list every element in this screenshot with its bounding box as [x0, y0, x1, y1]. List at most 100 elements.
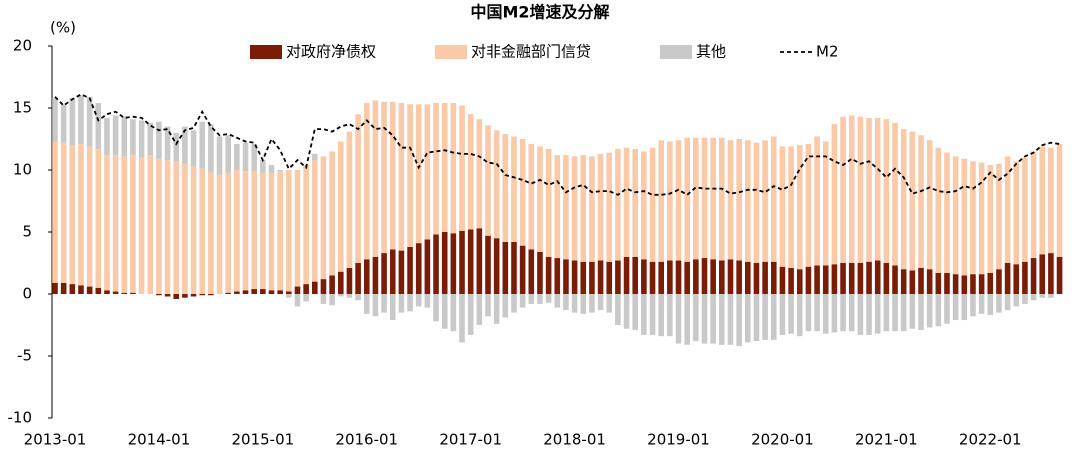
bar	[978, 274, 985, 294]
bar	[268, 172, 275, 291]
bar	[900, 294, 907, 332]
bar	[242, 142, 249, 172]
bar	[286, 170, 292, 292]
bar	[502, 294, 509, 318]
bar	[337, 141, 344, 272]
bar	[511, 136, 517, 242]
bar	[121, 292, 128, 294]
bar	[978, 294, 985, 314]
bar	[78, 95, 84, 144]
bar	[459, 230, 465, 294]
bar	[918, 267, 924, 294]
bar	[424, 104, 431, 240]
bar	[164, 294, 171, 297]
bar	[69, 145, 76, 285]
bar	[848, 263, 855, 294]
bar	[424, 294, 431, 308]
bar	[892, 122, 898, 266]
bar	[52, 282, 58, 294]
bar	[528, 249, 535, 294]
bar	[641, 294, 647, 335]
bar	[216, 136, 223, 175]
bar	[277, 171, 283, 291]
x-tick-label: 2022-01	[959, 431, 1022, 449]
bar	[805, 294, 812, 332]
bar	[242, 290, 249, 294]
bar	[805, 266, 812, 294]
bar	[658, 140, 664, 262]
bar	[1004, 156, 1011, 263]
bar	[736, 139, 742, 261]
legend-swatch	[250, 45, 282, 59]
x-tick-label: 2013-01	[24, 431, 87, 449]
bar	[242, 171, 249, 291]
bar	[580, 155, 587, 262]
bar	[944, 152, 950, 273]
bar	[389, 101, 396, 250]
bar	[138, 157, 145, 294]
bar	[1048, 147, 1054, 254]
bar	[597, 153, 604, 261]
bar	[615, 148, 621, 261]
bar	[701, 258, 708, 294]
bar	[415, 243, 422, 294]
legend-label: 对政府净债权	[286, 43, 376, 61]
bar	[589, 261, 595, 294]
bar	[866, 261, 872, 294]
bar	[970, 161, 976, 275]
bar	[60, 104, 67, 143]
chart-title: 中国M2增速及分解	[470, 3, 609, 22]
bar	[719, 294, 725, 345]
bar	[580, 294, 587, 314]
bar	[407, 246, 413, 294]
bar	[857, 294, 864, 335]
bar	[667, 294, 673, 337]
bar	[658, 294, 664, 337]
bar	[130, 292, 136, 294]
bar	[1013, 264, 1020, 294]
bar	[216, 174, 223, 294]
legend-label: M2	[816, 43, 839, 61]
bar	[996, 163, 1002, 270]
bar	[337, 271, 344, 294]
bar	[545, 294, 552, 303]
bar	[1022, 157, 1028, 262]
bar	[78, 143, 84, 286]
bar	[649, 147, 656, 262]
bar	[563, 259, 569, 294]
bar	[277, 170, 283, 172]
bar	[372, 256, 379, 294]
bar	[329, 151, 335, 276]
bar	[831, 124, 838, 265]
legend-swatch	[660, 45, 692, 59]
bar	[753, 294, 760, 342]
bar	[493, 294, 500, 324]
bar	[701, 137, 708, 259]
bar	[363, 294, 370, 314]
bar	[736, 260, 742, 294]
bar	[952, 156, 959, 275]
y-axis-label: (%)	[50, 19, 76, 37]
bar	[926, 140, 933, 270]
bar	[95, 103, 102, 149]
bar	[589, 156, 595, 262]
bar	[407, 104, 413, 247]
bar	[996, 269, 1002, 294]
legend-label: 其他	[696, 43, 726, 61]
bar	[104, 155, 110, 291]
bar	[987, 294, 994, 316]
bar	[112, 115, 119, 156]
bar	[822, 294, 829, 334]
bar	[848, 115, 855, 263]
bar	[788, 267, 794, 294]
bar	[519, 245, 526, 294]
bar	[156, 158, 162, 294]
bar	[615, 260, 621, 294]
bar	[294, 170, 301, 287]
bar	[571, 294, 578, 313]
bar	[727, 259, 734, 294]
bar	[467, 229, 474, 294]
bar	[225, 135, 231, 173]
bar	[476, 294, 483, 325]
bar	[727, 140, 734, 260]
